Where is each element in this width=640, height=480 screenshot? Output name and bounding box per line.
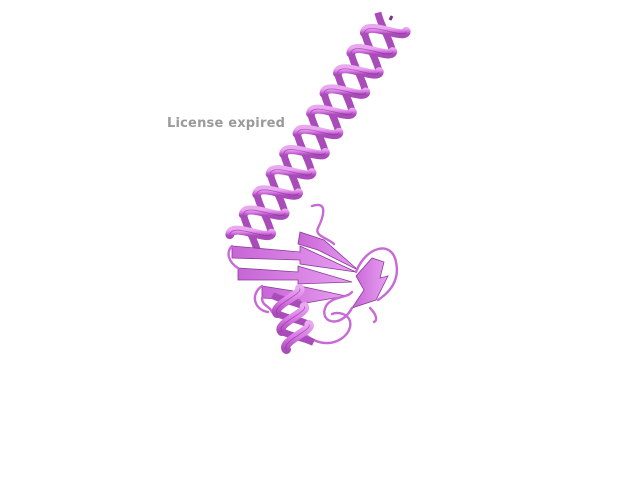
helix-edge [350, 48, 394, 55]
helix-edge [296, 128, 340, 136]
helix-front-strand [346, 44, 398, 59]
helix-edge [280, 306, 305, 332]
helix-edge [276, 288, 300, 314]
short-helix [270, 283, 316, 355]
helix-edge [337, 68, 380, 75]
long-helix [225, 11, 411, 255]
helix-front-strand [279, 145, 330, 160]
license-watermark: License expired [167, 116, 286, 131]
helix-front-strand [319, 84, 371, 99]
beta-sheet [231, 231, 389, 309]
helix-front-strand [332, 64, 384, 79]
helix-front-strand [359, 23, 411, 39]
helix-front-strand [306, 104, 357, 119]
helix-front-strand [252, 185, 304, 200]
helix-front-strand [238, 205, 290, 220]
helix-edge [310, 108, 353, 115]
helix-edge [364, 28, 407, 35]
helix-front-strand [225, 225, 277, 241]
helix-edge [269, 169, 313, 176]
helix-edge [283, 149, 326, 156]
helix-edge [323, 88, 367, 95]
helix-edge [242, 209, 286, 216]
helix-edge [229, 229, 272, 236]
helix-front-strand [292, 124, 344, 140]
chain-terminus [388, 15, 394, 21]
loops [227, 203, 399, 345]
helix-edge [256, 189, 299, 196]
helix-front-strand [265, 165, 317, 180]
helix-edge [285, 324, 310, 350]
